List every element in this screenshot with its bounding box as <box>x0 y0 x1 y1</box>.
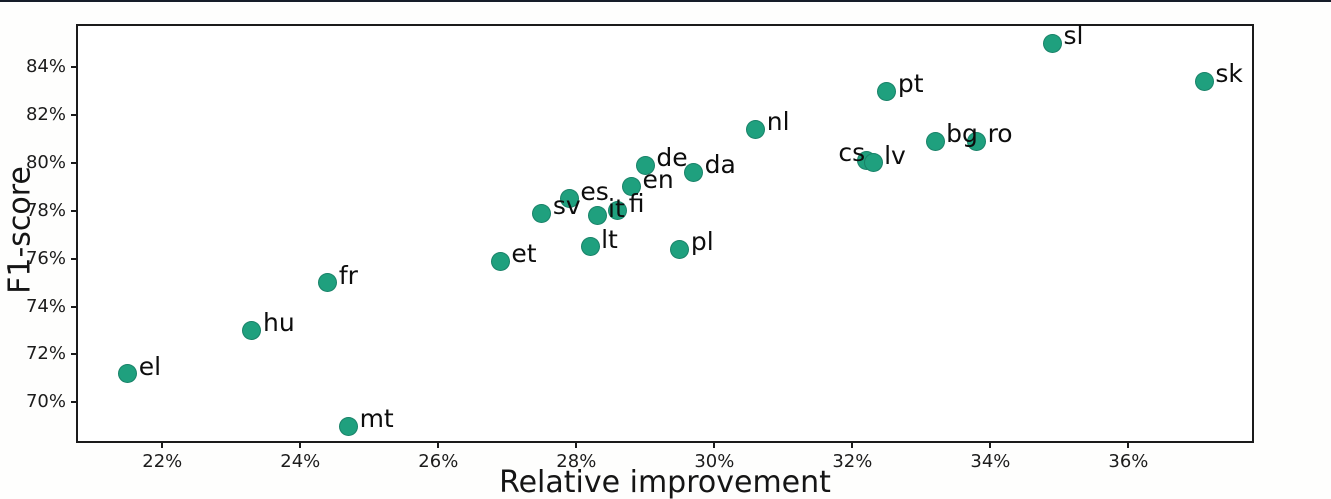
y-tick-label: 70% <box>25 391 66 413</box>
point-label-bg: bg <box>946 119 978 149</box>
x-tick <box>161 443 164 448</box>
y-tick-label: 84% <box>25 56 66 78</box>
y-tick <box>71 257 76 260</box>
x-tick-label: 32% <box>832 451 873 472</box>
y-tick <box>71 161 76 164</box>
point-pl <box>670 239 690 259</box>
y-tick-label: 82% <box>25 103 66 125</box>
y-axis-title: F1-score <box>2 166 38 294</box>
point-label-de: de <box>656 143 688 173</box>
y-tick-label: 76% <box>25 247 66 269</box>
x-tick <box>299 443 302 448</box>
top-edge-strip <box>0 0 1331 2</box>
point-label-fr: fr <box>338 260 358 290</box>
point-nl <box>746 119 766 139</box>
point-label-sl: sl <box>1063 21 1084 51</box>
point-fr <box>318 273 338 293</box>
y-tick <box>71 113 76 116</box>
point-label-cs: cs <box>838 138 866 168</box>
point-label-pl: pl <box>690 227 714 257</box>
point-label-lt: lt <box>601 224 618 254</box>
point-label-fi: fi <box>628 188 645 218</box>
y-tick <box>71 66 76 69</box>
y-tick <box>71 209 76 212</box>
point-mt <box>339 416 359 436</box>
x-tick-label: 34% <box>970 451 1011 472</box>
plot-area <box>76 24 1254 443</box>
point-label-es: es <box>580 176 609 206</box>
point-label-sv: sv <box>552 191 581 221</box>
y-tick <box>71 353 76 356</box>
x-tick-label: 24% <box>280 451 321 472</box>
x-tick-label: 30% <box>694 451 735 472</box>
y-tick <box>71 305 76 308</box>
point-sk <box>1194 71 1214 91</box>
point-it <box>587 206 607 226</box>
point-label-en: en <box>642 164 674 194</box>
point-pt <box>877 81 897 101</box>
point-lv <box>863 153 883 173</box>
point-da <box>684 162 704 182</box>
point-et <box>490 251 510 271</box>
point-label-hu: hu <box>262 308 295 338</box>
x-tick-label: 22% <box>142 451 183 472</box>
y-tick-label: 72% <box>25 343 66 365</box>
point-label-el: el <box>138 351 162 381</box>
point-label-mt: mt <box>359 404 394 434</box>
point-label-et: et <box>511 239 537 269</box>
point-hu <box>242 320 262 340</box>
point-bg <box>925 131 945 151</box>
point-en <box>622 177 642 197</box>
point-label-nl: nl <box>766 107 790 137</box>
point-el <box>118 364 138 384</box>
point-label-pt: pt <box>897 69 924 99</box>
point-label-ro: ro <box>987 119 1013 149</box>
x-tick-label: 26% <box>418 451 459 472</box>
point-fi <box>608 201 628 221</box>
x-tick <box>1127 443 1130 448</box>
point-de <box>635 155 655 175</box>
point-label-it: it <box>608 193 625 223</box>
y-tick-label: 80% <box>25 151 66 173</box>
x-axis-title: Relative improvement <box>499 465 831 499</box>
y-tick <box>71 401 76 404</box>
point-label-da: da <box>704 150 736 180</box>
point-sv <box>532 203 552 223</box>
x-tick <box>989 443 992 448</box>
y-tick-label: 78% <box>25 199 66 221</box>
point-label-lv: lv <box>884 140 906 170</box>
point-label-sk: sk <box>1215 59 1243 89</box>
x-tick <box>851 443 854 448</box>
point-sl <box>1042 33 1062 53</box>
x-tick <box>713 443 716 448</box>
point-ro <box>967 131 987 151</box>
x-tick <box>575 443 578 448</box>
point-es <box>559 189 579 209</box>
x-tick-label: 28% <box>556 451 597 472</box>
y-tick-label: 74% <box>25 295 66 317</box>
point-lt <box>580 237 600 257</box>
x-tick-label: 36% <box>1108 451 1149 472</box>
x-tick <box>437 443 440 448</box>
